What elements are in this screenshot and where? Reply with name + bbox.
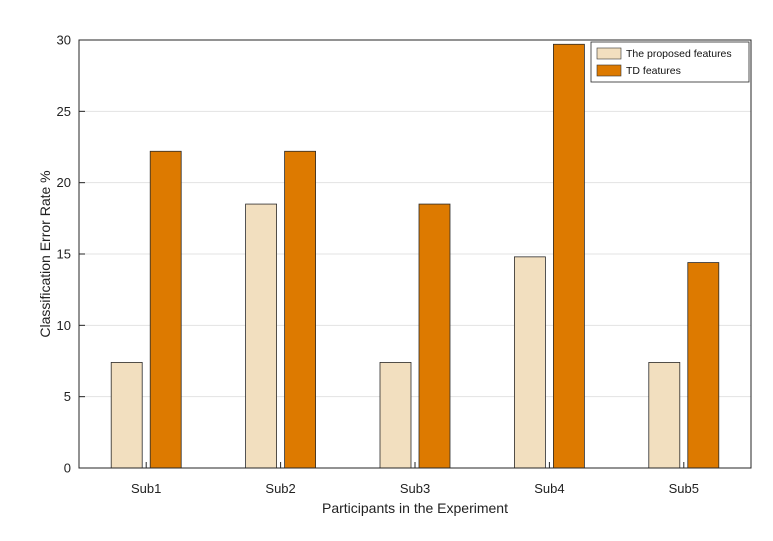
bar-proposed-sub2 xyxy=(245,203,278,469)
y-tick-label: 25 xyxy=(57,104,71,119)
legend-label-proposed: The proposed features xyxy=(626,48,732,60)
legend-swatch-td xyxy=(596,64,622,77)
y-tick-label: 5 xyxy=(64,389,71,404)
x-axis-title: Participants in the Experiment xyxy=(322,500,508,516)
bar-proposed-sub4 xyxy=(514,256,546,469)
bar-td-sub1 xyxy=(149,150,182,469)
y-tick-label: 20 xyxy=(57,175,71,190)
y-tick-label: 15 xyxy=(57,247,71,262)
bars-group xyxy=(110,43,720,469)
x-tick-label: Sub3 xyxy=(400,481,430,496)
bar-proposed-sub5 xyxy=(648,362,681,469)
y-tick-label: 10 xyxy=(57,318,71,333)
x-axis-ticks: Sub1 Sub2 Sub3 Sub4 Sub5 xyxy=(131,462,699,496)
y-axis-title: Classification Error Rate % xyxy=(37,170,53,337)
bar-proposed-sub3 xyxy=(379,362,412,469)
legend-swatch-proposed xyxy=(596,47,622,60)
x-tick-label: Sub2 xyxy=(265,481,295,496)
bar-td-sub2 xyxy=(284,150,317,469)
x-tick-label: Sub4 xyxy=(534,481,564,496)
bar-td-sub3 xyxy=(418,203,451,469)
grid-lines xyxy=(79,110,751,398)
y-axis-ticks: 0 5 10 15 20 25 30 xyxy=(57,33,85,476)
y-tick-label: 0 xyxy=(64,461,71,476)
x-tick-label: Sub1 xyxy=(131,481,161,496)
bar-td-sub5 xyxy=(687,262,720,469)
bar-proposed-sub1 xyxy=(110,362,143,469)
legend-label-td: TD features xyxy=(626,65,681,77)
legend: The proposed features TD features xyxy=(590,41,750,83)
bar-td-sub4 xyxy=(553,43,585,469)
x-tick-label: Sub5 xyxy=(669,481,699,496)
y-tick-label: 30 xyxy=(57,33,71,48)
